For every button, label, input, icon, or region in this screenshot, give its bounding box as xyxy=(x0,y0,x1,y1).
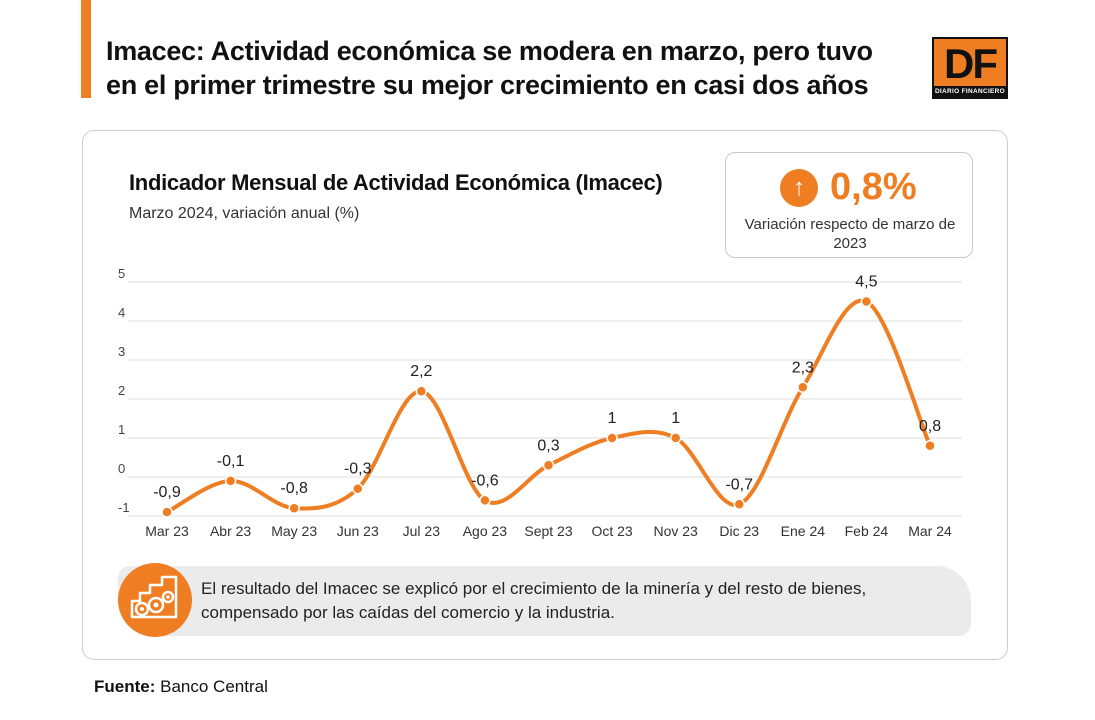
y-tick-label: 3 xyxy=(118,344,125,359)
x-tick-label: Jun 23 xyxy=(337,523,379,539)
data-point xyxy=(606,432,618,444)
source-line: Fuente: Banco Central xyxy=(94,677,268,697)
chart-title: Indicador Mensual de Actividad Económica… xyxy=(129,170,663,195)
data-point xyxy=(797,381,809,394)
data-point xyxy=(161,506,173,518)
x-tick-label: May 23 xyxy=(271,523,317,539)
data-point xyxy=(415,385,428,397)
headline-accent-bar xyxy=(81,0,91,98)
data-label: -0,6 xyxy=(471,472,499,489)
x-tick-label: Jul 23 xyxy=(403,523,441,539)
data-point xyxy=(479,494,491,507)
kpi-value: 0,8% xyxy=(830,166,917,208)
y-tick-label: 0 xyxy=(118,461,125,476)
headline: Imacec: Actividad económica se modera en… xyxy=(106,36,873,100)
data-label: 0,3 xyxy=(537,437,559,454)
data-label: 4,5 xyxy=(855,274,877,291)
y-tick-label: 2 xyxy=(118,383,125,398)
data-label: -0,1 xyxy=(217,453,245,470)
data-point xyxy=(224,475,237,487)
data-point xyxy=(733,498,745,511)
logo-letters: DF xyxy=(944,40,998,87)
industry-icon xyxy=(118,563,192,637)
data-label: -0,9 xyxy=(153,484,181,501)
data-label: 1 xyxy=(608,410,617,427)
data-label: -0,8 xyxy=(280,480,308,497)
arrow-up-icon: ↑ xyxy=(780,169,818,207)
data-point xyxy=(288,502,300,514)
x-tick-label: Nov 23 xyxy=(653,523,698,539)
x-tick-label: Mar 24 xyxy=(908,523,952,539)
x-tick-label: Sept 23 xyxy=(524,523,572,539)
series-line xyxy=(165,298,932,515)
note-text: El resultado del Imacec se explicó por e… xyxy=(201,579,867,622)
data-point xyxy=(924,440,936,452)
source-value: Banco Central xyxy=(160,677,268,696)
x-tick-label: Abr 23 xyxy=(210,523,251,539)
df-logo: DF DIARIO FINANCIERO xyxy=(932,37,1008,99)
x-tick-label: Feb 24 xyxy=(845,523,889,539)
data-point xyxy=(860,295,873,308)
kpi-description: Variación respecto de marzo de 2023 xyxy=(744,216,956,252)
x-tick-label: Oct 23 xyxy=(591,523,632,539)
data-label: -0,7 xyxy=(725,476,753,493)
y-tick-label: 4 xyxy=(118,305,125,320)
x-tick-label: Ene 24 xyxy=(781,523,826,539)
data-point xyxy=(352,482,364,495)
data-label: 1 xyxy=(671,410,680,427)
x-tick-label: Ago 23 xyxy=(463,523,508,539)
chart-subtitle: Marzo 2024, variación anual (%) xyxy=(129,205,360,222)
y-tick-label: 1 xyxy=(118,422,125,437)
data-label: 2,2 xyxy=(410,363,432,380)
data-label: 0,8 xyxy=(919,418,941,435)
x-tick-label: Mar 23 xyxy=(145,523,189,539)
data-label: -0,3 xyxy=(344,461,372,478)
kpi-box: ↑ 0,8% Variación respecto de marzo de 20… xyxy=(725,152,973,258)
y-tick-label: 5 xyxy=(118,266,125,281)
y-tick-label: -1 xyxy=(118,500,130,515)
source-label: Fuente: xyxy=(94,677,156,696)
data-point xyxy=(669,432,682,444)
data-point xyxy=(542,459,555,472)
data-label: 2,3 xyxy=(792,359,814,376)
logo-subtext: DIARIO FINANCIERO xyxy=(934,86,1006,97)
note-box xyxy=(118,566,971,636)
x-tick-label: Dic 23 xyxy=(719,523,759,539)
